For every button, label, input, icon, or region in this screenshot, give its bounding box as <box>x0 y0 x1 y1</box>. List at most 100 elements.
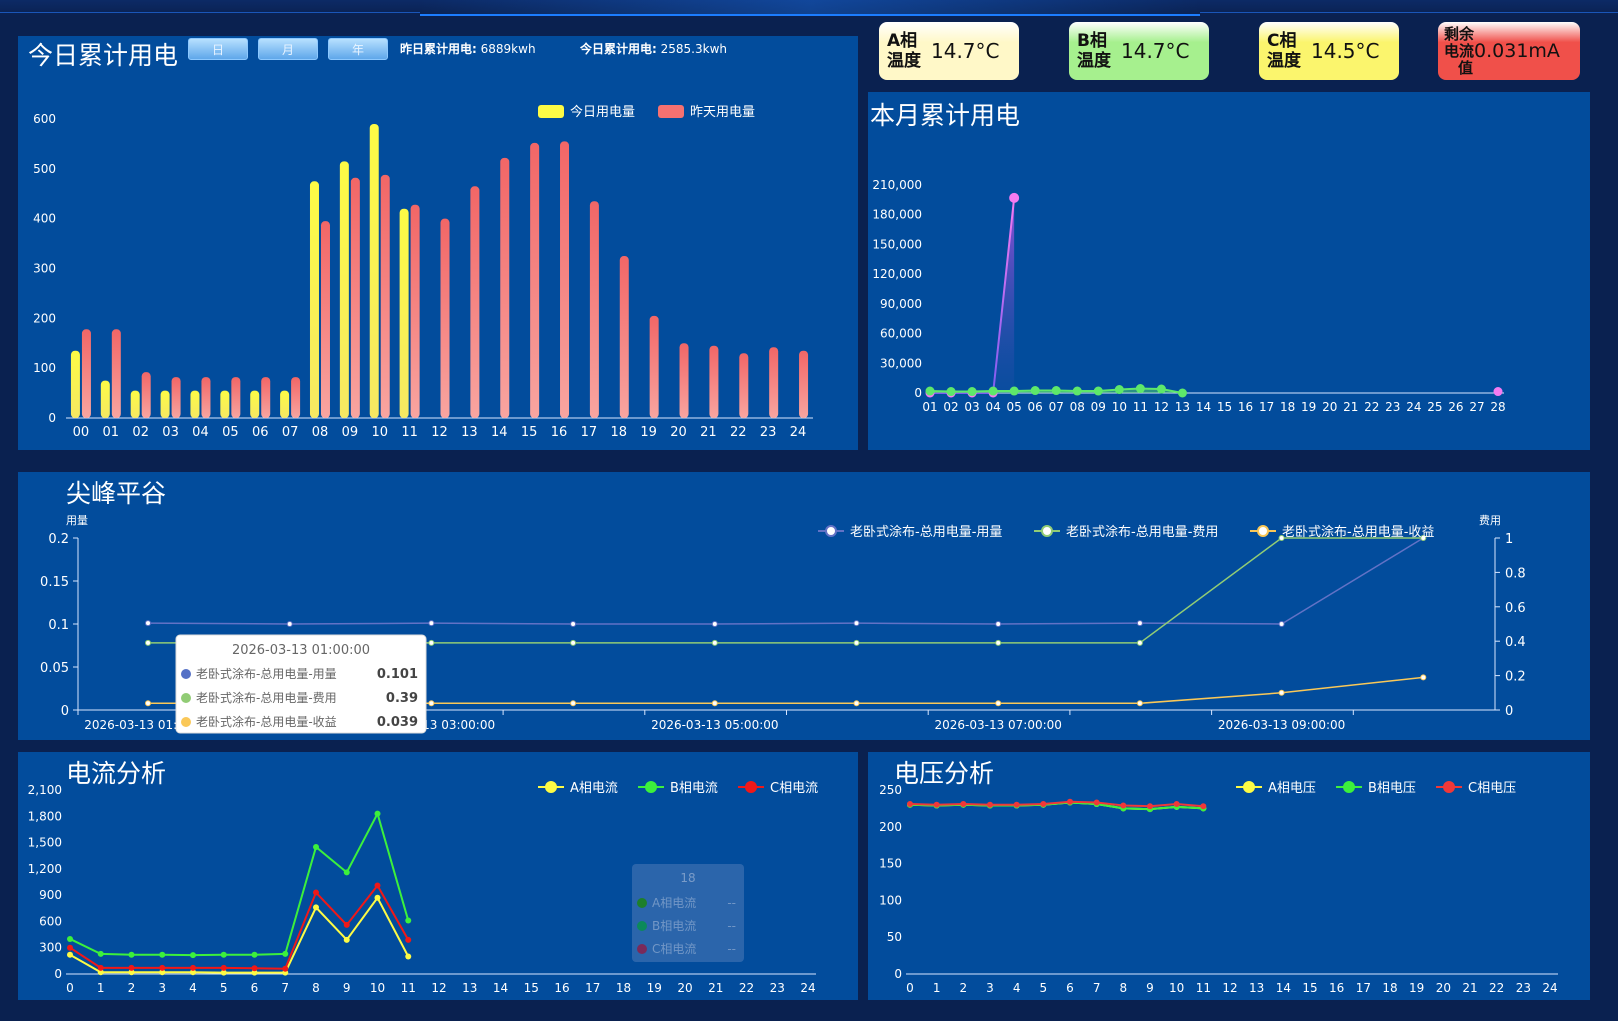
point-series-2 <box>967 387 977 397</box>
x-tick-label: 12 <box>431 981 446 995</box>
x-tick-label: 10 <box>1169 981 1184 995</box>
legend-label: B相电压 <box>1368 781 1416 796</box>
point-series-2 <box>1009 386 1019 396</box>
x-tick-label: 5 <box>220 981 228 995</box>
bar-yesterday <box>799 350 809 418</box>
x-tick-label: 22 <box>1364 400 1379 414</box>
bar-yesterday <box>560 141 570 419</box>
point-series-3 <box>343 921 350 928</box>
day-button[interactable]: 日 <box>188 38 248 60</box>
legend-label: 老卧式涂布-总用电量-费用 <box>1066 524 1218 540</box>
point-series-2 <box>128 951 135 958</box>
card-label-line2: 电流 <box>1444 41 1475 60</box>
phase-c-temp-card: C相 温度 14.5°C <box>1259 22 1399 80</box>
phase-a-temp-card: A相 温度 14.7°C <box>879 22 1019 80</box>
x-tick-label: 28 <box>1490 400 1505 414</box>
point-series-2 <box>251 951 258 958</box>
x-tick-label: 17 <box>581 425 598 440</box>
point-series-3 <box>907 800 913 807</box>
tooltip-dot <box>637 921 647 931</box>
x-tick-label: 26 <box>1448 400 1463 414</box>
point-series-1 <box>1493 387 1503 397</box>
card-label-line2: 温度 <box>1267 51 1301 71</box>
yesterday-stat-label: 昨日累计用电: <box>400 42 477 56</box>
month-button[interactable]: 月 <box>258 38 318 60</box>
header-line-left <box>0 12 420 13</box>
x-tick-label: 15 <box>1302 981 1317 995</box>
yesterday-stat: 昨日累计用电: 6889kwh <box>400 40 536 57</box>
point-series-3 <box>67 944 73 951</box>
point-series-3 <box>145 700 151 707</box>
legend-dot <box>645 781 657 793</box>
tooltip-dot <box>637 898 647 908</box>
bar-yesterday <box>111 329 121 418</box>
tooltip-name: 老卧式涂布-总用电量-费用 <box>196 690 337 705</box>
card-label: 剩余 电流值 <box>1444 24 1475 77</box>
point-series-3 <box>995 700 1002 707</box>
x-tick-label: 2026-03-13 07:00:00 <box>934 718 1061 732</box>
header-glow <box>420 0 1200 16</box>
x-tick-label: 23 <box>760 425 777 440</box>
point-series-3 <box>128 964 135 971</box>
bar-today <box>130 390 140 418</box>
tooltip-dot <box>181 717 191 727</box>
y-tick-label: 50 <box>887 930 902 944</box>
legend-dot <box>1443 781 1455 793</box>
point-series-1 <box>405 953 412 960</box>
point-series-2 <box>1278 535 1285 541</box>
point-series-2 <box>988 386 998 396</box>
point-series-1 <box>995 621 1002 627</box>
tooltip-value: -- <box>727 896 736 910</box>
bar-today <box>250 390 260 418</box>
point-series-3 <box>1093 799 1100 806</box>
point-series-2 <box>313 843 319 850</box>
point-series-2 <box>570 639 577 646</box>
point-series-3 <box>313 889 319 896</box>
y-tick-label: 250 <box>879 783 902 797</box>
card-label-line1: C相 <box>1267 31 1297 51</box>
x-tick-label: 21 <box>700 425 717 440</box>
card-value: 14.5°C <box>1311 39 1380 63</box>
x-tick-label: 05 <box>222 425 239 440</box>
legend-label: 老卧式涂布-总用电量-用量 <box>850 524 1002 540</box>
x-tick-label: 00 <box>73 425 90 440</box>
year-button[interactable]: 年 <box>328 38 388 60</box>
month-title: 本月累计用电 <box>870 101 1021 130</box>
bar-today <box>70 350 80 418</box>
card-label-line1: 剩余 <box>1444 24 1475 43</box>
point-series-2 <box>1136 639 1143 646</box>
y2-tick-label: 0 <box>1505 704 1513 719</box>
x-tick-label: 18 <box>611 425 628 440</box>
top-header-bar <box>0 0 1618 16</box>
point-series-2 <box>428 639 435 646</box>
x-tick-label: 17 <box>1259 400 1274 414</box>
x-tick-label: 7 <box>281 981 289 995</box>
current-panel: 0 300 600 900 1,200 1,500 1,800 2,100 0 1 2 3 4 5 6 7 8 9… <box>18 752 858 1000</box>
x-tick-label: 19 <box>1409 981 1424 995</box>
line-series-3 <box>909 800 1204 808</box>
x-tick-label: 16 <box>551 425 568 440</box>
y-tick-label: 1,200 <box>28 862 62 876</box>
legend-dot <box>545 781 557 793</box>
legend-dot <box>745 781 757 793</box>
x-tick-label: 16 <box>554 981 569 995</box>
bar-yesterday <box>291 377 301 418</box>
y2-tick-label: 1 <box>1505 532 1513 547</box>
legend-dot <box>1243 781 1255 793</box>
legend-label: B相电流 <box>670 781 718 796</box>
y-tick-label: 2,100 <box>28 783 62 797</box>
point-series-3 <box>190 964 196 971</box>
x-tick-label: 5 <box>1040 981 1048 995</box>
legend-label: 老卧式涂布-总用电量-收益 <box>1282 524 1434 540</box>
bar-today <box>280 390 290 418</box>
x-tick-label: 11 <box>401 981 416 995</box>
x-tick-label: 4 <box>1013 981 1021 995</box>
y-tick-label: 30,000 <box>880 356 922 370</box>
today-title: 今日累计用电 <box>28 41 179 70</box>
x-tick-label: 8 <box>312 981 320 995</box>
area-series-1 <box>930 197 1015 393</box>
x-tick-label: 18 <box>616 981 631 995</box>
x-tick-label: 9 <box>343 981 351 995</box>
y-tick-label: 0 <box>61 704 69 719</box>
point-series-3 <box>1040 800 1047 807</box>
